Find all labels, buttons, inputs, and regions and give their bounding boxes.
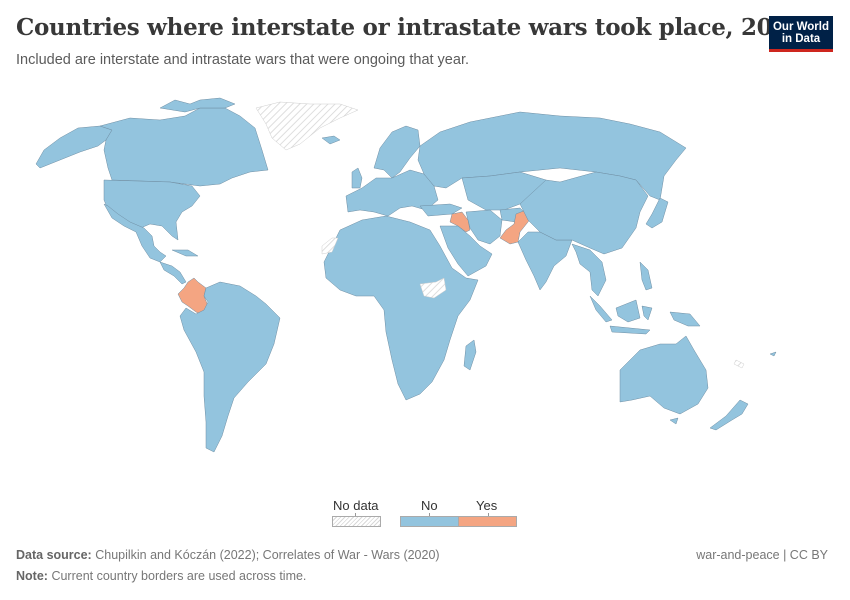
- country-china-mongolia[interactable]: [519, 171, 649, 255]
- country-fiji[interactable]: [769, 351, 777, 357]
- world-map: [35, 97, 777, 453]
- country-cuba[interactable]: [171, 249, 199, 257]
- country-mexico[interactable]: [103, 203, 167, 263]
- country-scandinavia[interactable]: [373, 125, 421, 179]
- legend-tick: [429, 513, 430, 517]
- chart-note: Note: Current country borders are used a…: [16, 569, 306, 583]
- country-turkey[interactable]: [419, 203, 463, 217]
- country-madagascar[interactable]: [463, 339, 477, 371]
- legend-tick: [355, 513, 356, 517]
- map-legend: No data No Yes: [330, 498, 530, 530]
- legend-tick: [488, 513, 489, 517]
- country-new-zealand[interactable]: [709, 399, 749, 431]
- country-greenland[interactable]: [255, 101, 359, 151]
- country-uk[interactable]: [351, 167, 363, 189]
- country-iceland[interactable]: [321, 135, 341, 145]
- country-canada[interactable]: [99, 107, 269, 187]
- logo-line-1: Our World: [772, 20, 829, 33]
- legend-no-data-label: No data: [333, 498, 379, 513]
- country-iraq[interactable]: [449, 211, 471, 233]
- chart-title: Countries where interstate or intrastate…: [16, 14, 804, 41]
- source-text[interactable]: Chupilkin and Kóczán (2022); Correlates …: [95, 548, 440, 562]
- legend-no-swatch[interactable]: [400, 516, 459, 527]
- country-arabia[interactable]: [439, 225, 493, 277]
- country-japan[interactable]: [645, 197, 669, 229]
- logo-line-2: in Data: [781, 32, 821, 45]
- legend-yes-label: Yes: [476, 498, 498, 513]
- legend-no-label: No: [421, 498, 438, 513]
- chart-subtitle: Included are interstate and intrastate w…: [16, 52, 469, 68]
- country-south-sudan[interactable]: [419, 277, 447, 299]
- country-tasmania[interactable]: [669, 417, 679, 425]
- country-russia[interactable]: [417, 111, 687, 201]
- country-iran[interactable]: [465, 209, 503, 245]
- country-philippines[interactable]: [639, 261, 653, 291]
- country-western-sahara[interactable]: [321, 237, 339, 255]
- note-text: Current country borders are used across …: [51, 569, 307, 583]
- source-label: Data source:: [16, 548, 92, 562]
- country-southeast-asia[interactable]: [571, 243, 607, 297]
- country-africa[interactable]: [323, 215, 479, 401]
- owid-logo[interactable]: Our World in Data: [769, 16, 833, 52]
- country-new-caledonia[interactable]: [733, 359, 745, 369]
- note-label: Note:: [16, 569, 48, 583]
- country-central-america[interactable]: [159, 261, 187, 285]
- country-south-america[interactable]: [179, 281, 281, 453]
- data-source: Data source: Chupilkin and Kóczán (2022)…: [16, 548, 440, 562]
- country-australia[interactable]: [619, 335, 709, 415]
- license-text[interactable]: war-and-peace | CC BY: [696, 548, 828, 562]
- legend-yes-swatch[interactable]: [458, 516, 517, 527]
- country-usa[interactable]: [103, 179, 201, 241]
- country-indonesia[interactable]: [589, 295, 653, 335]
- legend-no-data-swatch[interactable]: [332, 516, 381, 527]
- country-india[interactable]: [517, 231, 573, 291]
- country-alaska[interactable]: [35, 125, 113, 169]
- country-png[interactable]: [669, 311, 701, 327]
- country-canada-islands[interactable]: [159, 97, 236, 113]
